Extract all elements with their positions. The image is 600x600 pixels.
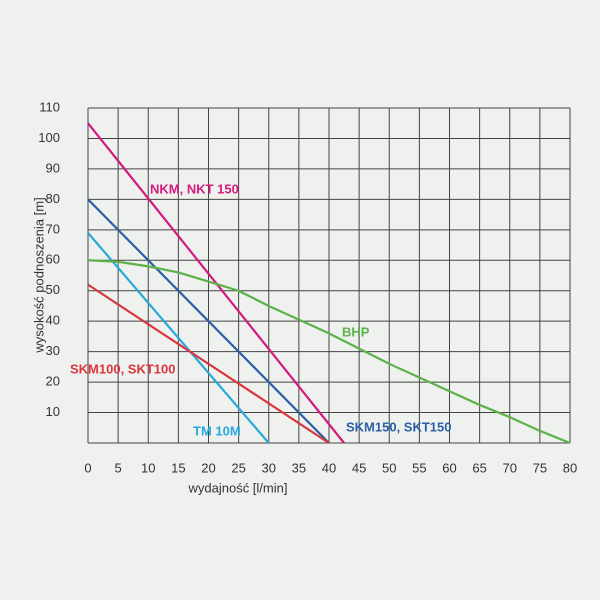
y-tick-label: 90	[46, 160, 60, 175]
x-tick-label: 80	[563, 460, 577, 475]
y-tick-label: 20	[46, 374, 60, 389]
x-tick-label: 10	[141, 460, 155, 475]
y-tick-label: 80	[46, 191, 60, 206]
x-axis-label: wydajność [l/min]	[188, 480, 288, 495]
y-tick-label: 110	[39, 99, 60, 114]
x-tick-label: 5	[115, 460, 122, 475]
x-tick-label: 40	[322, 460, 336, 475]
x-tick-label: 60	[442, 460, 456, 475]
x-tick-label: 55	[412, 460, 426, 475]
y-tick-label: 70	[46, 221, 60, 236]
series-label: SKM100, SKT100	[70, 361, 176, 376]
x-tick-label: 50	[382, 460, 396, 475]
x-tick-label: 20	[201, 460, 215, 475]
series-label: NKM, NKT 150	[150, 181, 239, 196]
series-line	[87, 283, 330, 444]
series-line	[87, 198, 330, 444]
x-tick-label: 35	[292, 460, 306, 475]
y-tick-label: 100	[38, 130, 60, 145]
y-tick-label: 60	[46, 252, 60, 267]
y-tick-label: 10	[46, 404, 60, 419]
series-line	[87, 232, 270, 444]
x-tick-label: 65	[472, 460, 486, 475]
y-tick-label: 40	[46, 313, 60, 328]
series-label: TM 10M	[193, 423, 241, 438]
x-tick-label: 70	[503, 460, 517, 475]
x-tick-label: 25	[231, 460, 245, 475]
x-tick-label: 45	[352, 460, 366, 475]
series-label: BHP	[342, 324, 370, 339]
series-label: SKM150, SKT150	[346, 419, 452, 434]
x-tick-label: 30	[262, 460, 276, 475]
x-tick-label: 15	[171, 460, 185, 475]
x-tick-label: 0	[84, 460, 91, 475]
y-tick-label: 50	[46, 282, 60, 297]
y-tick-label: 30	[46, 343, 60, 358]
y-axis-label: wysokość podnoszenia [m]	[31, 197, 46, 353]
x-tick-label: 75	[533, 460, 547, 475]
series-line	[87, 259, 571, 445]
